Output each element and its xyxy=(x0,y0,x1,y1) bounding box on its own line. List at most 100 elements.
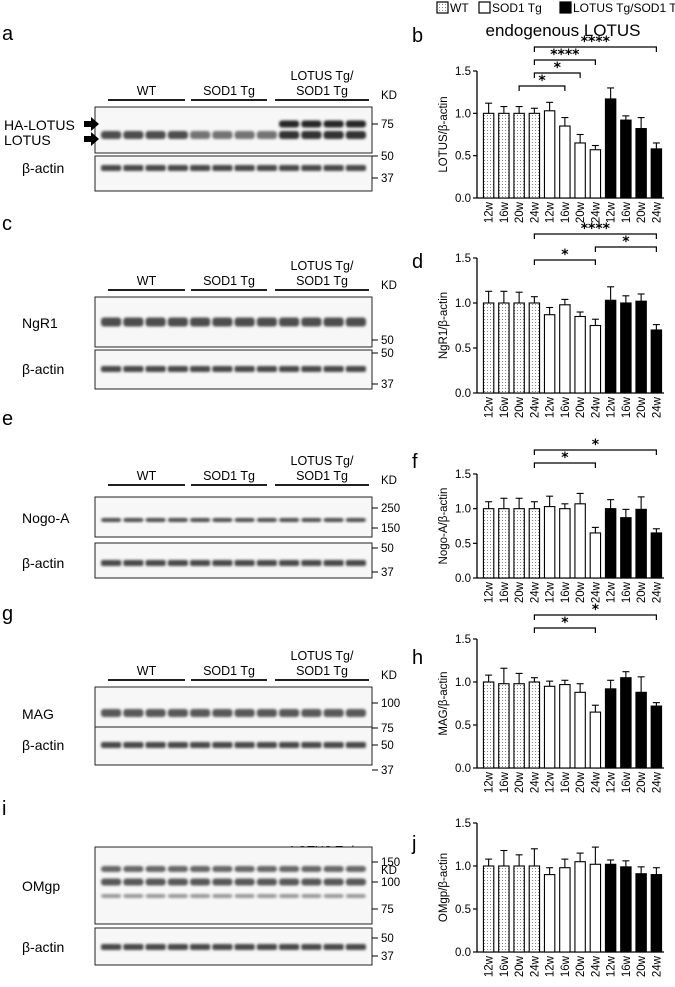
significance-bracket xyxy=(533,233,657,239)
blot-band xyxy=(301,317,322,327)
bar-4 xyxy=(543,506,556,579)
bar-11 xyxy=(650,874,663,953)
blot-band xyxy=(279,317,300,327)
marker-label: 75 xyxy=(381,904,394,916)
blot-band xyxy=(190,131,211,139)
bar-6 xyxy=(574,142,586,199)
actin-band xyxy=(234,366,255,372)
x-tick-label: 12w xyxy=(545,396,557,418)
actin-band xyxy=(256,366,277,372)
bar-7 xyxy=(589,711,602,769)
actin-band xyxy=(234,742,255,748)
bar-9 xyxy=(620,866,632,953)
x-tick-label: 20w xyxy=(636,581,648,603)
bar-6 xyxy=(574,691,586,769)
actin-membrane xyxy=(94,155,373,192)
bar-10 xyxy=(635,691,647,769)
y-tick-label: 0.0 xyxy=(455,388,471,400)
marker-label: 50 xyxy=(381,151,394,163)
y-tick-label: 1.0 xyxy=(455,108,471,120)
x-tick-label: 20w xyxy=(575,396,587,418)
blot-band xyxy=(190,866,211,872)
panel-letter-d: d xyxy=(412,251,423,273)
panel-letter-c: c xyxy=(2,213,12,235)
x-tick-label: 20w xyxy=(575,201,587,223)
x-tick-label: 12w xyxy=(606,771,618,793)
blot-band xyxy=(234,894,255,898)
x-tick-label: 24w xyxy=(651,581,663,603)
blot-band xyxy=(279,120,300,128)
marker-label: 50 xyxy=(381,933,394,945)
blot-band xyxy=(345,894,366,898)
x-tick-label: 16w xyxy=(621,955,633,977)
blot-band xyxy=(167,866,188,872)
marker-label: 50 xyxy=(381,348,394,360)
marker-label: 37 xyxy=(381,379,394,391)
significance-label: * xyxy=(554,60,562,76)
actin-band xyxy=(323,366,344,372)
blot-band xyxy=(345,120,366,128)
blot-group-label: LOTUS Tg/ xyxy=(291,259,355,273)
x-tick-label: 12w xyxy=(484,581,496,603)
blot-band xyxy=(190,878,211,886)
x-tick-label: 20w xyxy=(636,396,648,418)
blot-band xyxy=(123,878,144,886)
bar-5 xyxy=(559,867,571,953)
blot-group-label: WT xyxy=(137,469,157,483)
blot-group-label: SOD1 Tg xyxy=(203,664,255,678)
x-tick-label: 16w xyxy=(499,201,511,223)
actin-band xyxy=(190,944,211,950)
significance-bracket xyxy=(533,614,657,620)
marker-label: 75 xyxy=(381,723,394,735)
blot-group-label: SOD1 Tg xyxy=(296,84,348,98)
blot-band xyxy=(345,709,366,717)
blot-band xyxy=(101,518,122,522)
y-axis-label: OMgp/β-actin xyxy=(438,853,450,922)
x-tick-label: 24w xyxy=(651,201,663,223)
panel-letter-b: b xyxy=(412,25,423,47)
bar-10 xyxy=(635,128,647,199)
blot-band xyxy=(323,866,344,872)
bar-11 xyxy=(650,705,663,769)
blot-band xyxy=(167,317,188,327)
x-tick-label: 16w xyxy=(560,396,572,418)
significance-label: * xyxy=(592,602,600,618)
x-tick-label: 24w xyxy=(529,771,541,793)
y-tick-label: 1.5 xyxy=(455,469,471,481)
kd-label: KD xyxy=(381,475,397,487)
bar-6 xyxy=(574,503,586,579)
bar-9 xyxy=(620,302,632,394)
bar-4 xyxy=(543,685,556,769)
actin-band xyxy=(123,366,144,372)
y-tick-label: 0.0 xyxy=(455,573,471,585)
blot-band xyxy=(345,518,366,522)
bar-11 xyxy=(650,532,663,579)
actin-band xyxy=(145,944,166,950)
blot-band xyxy=(256,709,277,717)
blot-band xyxy=(145,518,166,522)
blot-band xyxy=(145,894,166,898)
bar-0 xyxy=(482,112,495,199)
actin-band xyxy=(256,165,277,171)
y-tick-label: 1.5 xyxy=(455,818,471,830)
blot-target-label: MAG xyxy=(22,706,54,722)
blot-band xyxy=(345,878,366,886)
blot-band xyxy=(145,709,166,717)
blot-band xyxy=(345,866,366,872)
y-axis-label: NgR1/β-actin xyxy=(438,292,450,359)
x-tick-label: 16w xyxy=(499,581,511,603)
blot-band xyxy=(212,866,233,872)
x-tick-label: 16w xyxy=(560,771,572,793)
x-tick-label: 20w xyxy=(514,581,526,603)
x-tick-label: 16w xyxy=(560,201,572,223)
y-tick-label: 1.5 xyxy=(455,253,471,265)
bar-5 xyxy=(559,508,571,579)
x-tick-label: 12w xyxy=(606,581,618,603)
panel-letter-i: i xyxy=(2,798,6,820)
actin-band xyxy=(345,165,366,171)
panel-letter-g: g xyxy=(2,603,13,625)
significance-bracket xyxy=(533,449,657,455)
actin-band xyxy=(234,944,255,950)
marker-label: 100 xyxy=(381,877,400,889)
